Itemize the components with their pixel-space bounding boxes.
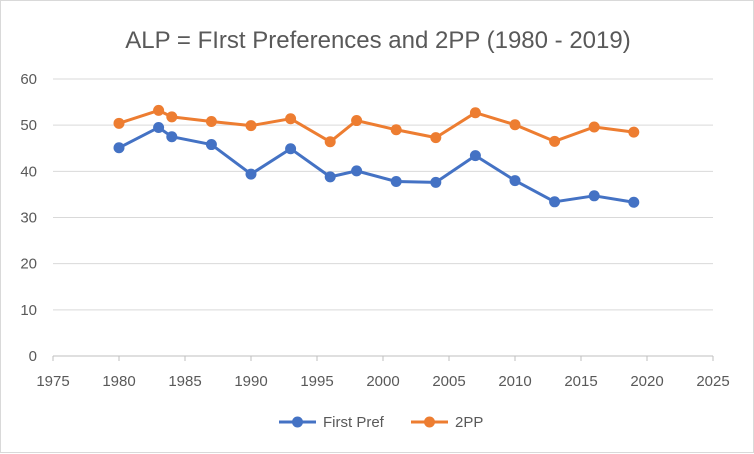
data-point-first-pref (113, 142, 125, 154)
data-point-first-pref (245, 168, 257, 180)
data-point-2pp (113, 117, 125, 129)
data-point-first-pref (205, 139, 217, 151)
data-point-first-pref (549, 196, 561, 208)
legend-marker-2pp (424, 416, 435, 428)
data-point-2pp (153, 104, 165, 116)
data-point-first-pref (324, 171, 336, 183)
series-first-pref (113, 121, 640, 208)
data-point-first-pref (430, 176, 442, 188)
x-tick-label: 1995 (300, 373, 333, 390)
data-point-2pp (628, 126, 640, 138)
x-tick-label: 2025 (696, 373, 729, 390)
series-2pp (113, 104, 640, 148)
data-point-first-pref (166, 131, 178, 143)
data-point-2pp (351, 115, 363, 127)
data-point-2pp (390, 124, 402, 136)
x-tick-label: 2015 (564, 373, 597, 390)
data-point-first-pref (628, 196, 640, 208)
y-tick-label: 0 (29, 348, 37, 365)
legend-label-first-pref: First Pref (323, 414, 385, 431)
x-tick-label: 1985 (168, 373, 201, 390)
legend: First Pref 2PP (279, 414, 483, 431)
chart-title: ALP = FIrst Preferences and 2PP (1980 - … (125, 27, 630, 54)
y-tick-label: 50 (20, 117, 37, 134)
data-point-first-pref (285, 143, 297, 155)
data-point-first-pref (153, 121, 165, 133)
x-tick-label: 1990 (234, 373, 267, 390)
data-point-2pp (205, 115, 217, 127)
legend-marker-first-pref (292, 416, 303, 428)
data-point-first-pref (390, 175, 402, 187)
legend-item-first-pref: First Pref (279, 414, 385, 431)
data-point-first-pref (509, 175, 521, 187)
y-tick-label: 10 (20, 302, 37, 319)
data-point-2pp (166, 111, 178, 123)
data-point-2pp (549, 135, 561, 147)
legend-item-2pp: 2PP (411, 414, 483, 431)
x-tick-label: 2000 (366, 373, 399, 390)
x-tick-label: 2020 (630, 373, 663, 390)
x-tick-label: 2010 (498, 373, 531, 390)
x-axis-ticks: 1975 1980 1985 1990 1995 2000 2005 2010 2015 2020… (36, 356, 730, 390)
data-point-2pp (324, 136, 336, 148)
y-axis-ticks: 0 10 20 30 40 50 60 (20, 71, 37, 365)
data-point-first-pref (588, 190, 600, 202)
y-tick-label: 30 (20, 210, 37, 227)
x-tick-label: 1980 (102, 373, 135, 390)
y-tick-label: 20 (20, 256, 37, 273)
series-layer (113, 104, 640, 208)
data-point-first-pref (351, 165, 363, 177)
y-tick-label: 60 (20, 71, 37, 88)
gridlines (53, 78, 713, 357)
x-tick-label: 2005 (432, 373, 465, 390)
data-point-2pp (509, 119, 521, 131)
data-point-2pp (285, 113, 297, 125)
x-tick-label: 1975 (36, 373, 69, 390)
legend-label-2pp: 2PP (455, 414, 483, 431)
data-point-first-pref (469, 150, 481, 162)
data-point-2pp (588, 121, 600, 133)
data-point-2pp (430, 132, 442, 144)
y-tick-label: 40 (20, 163, 37, 180)
data-point-2pp (245, 120, 257, 132)
data-point-2pp (469, 107, 481, 119)
